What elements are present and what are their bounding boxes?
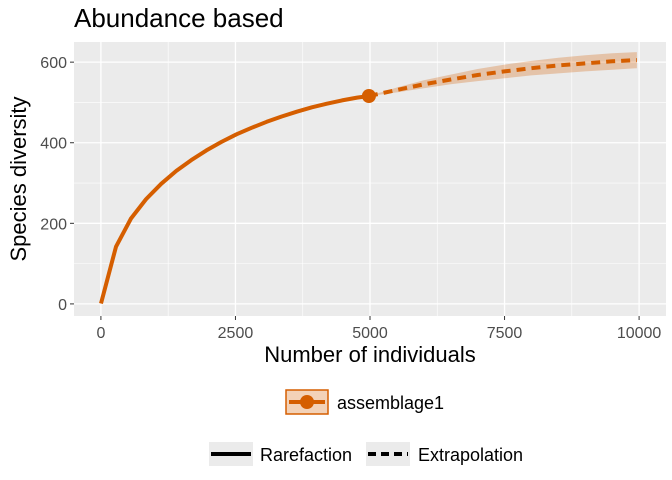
- legend-label-extrapolation: Extrapolation: [418, 445, 523, 465]
- extrapolation-line: [368, 58, 637, 98]
- y-tick-label: 400: [40, 136, 67, 153]
- legend-point-icon: [300, 395, 314, 409]
- legend-label-assemblage1: assemblage1: [337, 393, 444, 413]
- x-tick-label: 7500: [487, 325, 523, 342]
- x-tick-label: 5000: [352, 325, 388, 342]
- y-tick-label: 200: [40, 216, 67, 233]
- legend-method: Rarefaction Extrapolation: [209, 442, 523, 466]
- y-tick-label: 600: [40, 55, 67, 72]
- rarefaction-line: [99, 94, 370, 305]
- chart-title: Abundance based: [74, 3, 284, 33]
- x-tick-label: 0: [96, 325, 105, 342]
- x-axis-label: Number of individuals: [264, 342, 476, 367]
- x-tick-label: 2500: [218, 325, 254, 342]
- y-tick-label: 0: [58, 297, 67, 314]
- x-tick-label: 10000: [617, 325, 662, 342]
- major-gridlines: [74, 42, 666, 316]
- legend-assemblage: assemblage1: [285, 389, 444, 415]
- observed-point: [361, 88, 376, 103]
- x-axis-ticks: 0 2500 5000 7500 10000: [96, 316, 661, 342]
- legend-label-rarefaction: Rarefaction: [260, 445, 352, 465]
- y-axis-ticks: 0 200 400 600: [40, 55, 74, 314]
- y-axis-label: Species diversity: [6, 96, 31, 261]
